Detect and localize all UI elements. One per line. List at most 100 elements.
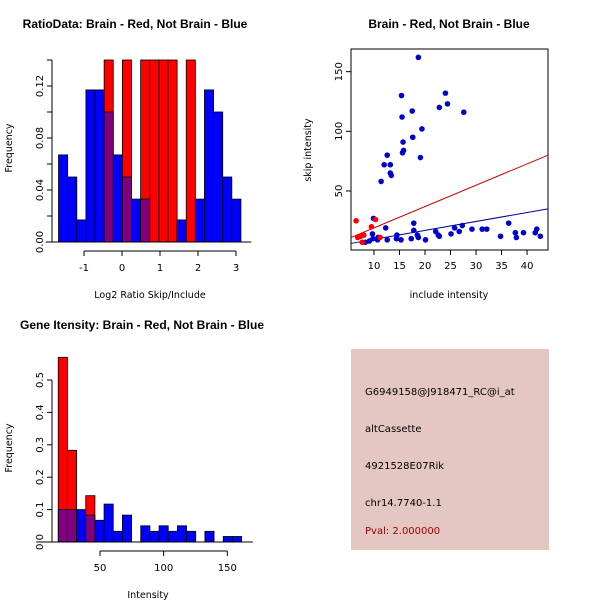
point-not-brain <box>442 90 449 96</box>
point-not-brain <box>398 92 405 99</box>
bar-not-brain <box>58 154 69 243</box>
bar-not-brain <box>76 509 87 543</box>
point-not-brain <box>537 233 544 240</box>
bar-not-brain <box>131 198 142 243</box>
bar-not-brain <box>158 525 169 543</box>
point-not-brain <box>436 233 443 240</box>
chart-title: Brain - Red, Not Brain - Blue <box>368 17 530 31</box>
bar-overlap <box>67 509 77 543</box>
x-tick-label: 25 <box>444 261 457 272</box>
event-type: altCassette <box>365 424 422 435</box>
point-not-brain <box>520 229 527 236</box>
point-not-brain <box>382 225 389 231</box>
bar-not-brain <box>112 530 123 543</box>
point-not-brain <box>410 227 417 234</box>
pval-text: Pval: 2.000000 <box>365 526 441 537</box>
point-not-brain <box>479 226 485 232</box>
point-not-brain <box>378 178 384 185</box>
point-not-brain <box>381 161 387 168</box>
y-tick-label: 150 <box>334 62 345 81</box>
chromosome-location: chr14.7740-1.1 <box>365 498 442 509</box>
plot-frame <box>350 48 549 251</box>
bar-not-brain <box>176 525 187 543</box>
point-not-brain <box>400 139 406 145</box>
point-not-brain <box>444 101 451 107</box>
x-tick-label: 1 <box>157 263 163 274</box>
point-not-brain <box>460 109 467 116</box>
bar-not-brain <box>67 176 78 243</box>
bar-overlap <box>103 111 114 243</box>
regression-line <box>350 154 549 238</box>
point-brain <box>360 232 367 238</box>
bar-not-brain <box>122 514 132 543</box>
point-brain <box>368 223 375 230</box>
bar-not-brain <box>167 530 178 543</box>
point-brain <box>353 217 359 224</box>
point-not-brain <box>369 231 376 237</box>
point-brain <box>377 234 383 241</box>
y-tick-label: 0.04 <box>35 179 46 201</box>
x-tick-label: 0 <box>119 263 125 274</box>
bar-not-brain <box>94 519 105 543</box>
bar-not-brain <box>186 530 197 543</box>
bar-brain <box>149 59 160 243</box>
bar-overlap <box>85 514 96 543</box>
bar-not-brain <box>140 525 151 543</box>
point-not-brain <box>483 226 490 232</box>
point-not-brain <box>459 222 466 229</box>
bar-not-brain <box>222 176 233 243</box>
y-tick-label: 0.2 <box>35 469 46 485</box>
bar-brain <box>158 59 169 243</box>
point-not-brain <box>456 228 462 235</box>
y-tick-label: 50 <box>334 185 345 198</box>
bar-not-brain <box>103 503 114 543</box>
point-not-brain <box>399 149 406 156</box>
point-not-brain <box>512 229 519 236</box>
y-tick-label: 0.3 <box>35 437 46 453</box>
point-not-brain <box>417 154 424 161</box>
bar-not-brain <box>149 530 160 543</box>
point-not-brain <box>419 126 425 132</box>
point-not-brain <box>451 225 458 231</box>
bar-not-brain <box>194 198 205 243</box>
point-not-brain <box>414 232 421 238</box>
gene-intensity-histogram: Gene Itensity: Brain - Red, Not Brain - … <box>4 318 264 600</box>
point-not-brain <box>384 152 391 158</box>
point-not-brain <box>448 231 454 237</box>
y-tick-label: 100 <box>334 122 345 141</box>
x-tick-label: 150 <box>218 563 237 574</box>
chart-title: Gene Itensity: Brain - Red, Not Brain - … <box>20 318 264 332</box>
point-not-brain <box>532 229 539 236</box>
point-not-brain <box>469 226 475 232</box>
x-tick-label: 10 <box>368 261 381 272</box>
point-not-brain <box>415 54 422 61</box>
x-tick-label: 20 <box>419 261 432 272</box>
point-not-brain <box>387 161 394 168</box>
point-not-brain <box>398 237 404 243</box>
bar-not-brain <box>94 89 105 243</box>
point-not-brain <box>410 220 417 226</box>
chart-title: RatioData: Brain - Red, Not Brain - Blue <box>23 17 248 31</box>
y-tick-label: 0.1 <box>35 502 46 518</box>
y-axis-label: Frequency <box>4 423 15 472</box>
x-tick-label: 100 <box>154 563 173 574</box>
point-not-brain <box>408 235 415 242</box>
point-not-brain <box>505 220 512 226</box>
bar-not-brain <box>76 219 87 243</box>
x-axis-label: include intensity <box>410 290 489 301</box>
bar-not-brain <box>231 536 242 543</box>
x-tick-label: 40 <box>521 261 534 272</box>
x-tick-label: 2 <box>195 263 201 274</box>
x-tick-label: 3 <box>233 263 239 274</box>
point-not-brain <box>513 234 520 241</box>
bar-not-brain <box>204 89 214 243</box>
ratio-histogram: RatioData: Brain - Red, Not Brain - Blue… <box>4 17 252 301</box>
point-brain <box>359 239 366 246</box>
x-axis-label: Intensity <box>127 590 169 600</box>
point-not-brain <box>409 134 416 141</box>
point-not-brain <box>409 108 416 114</box>
bar-overlap <box>57 509 68 543</box>
point-brain <box>372 216 379 223</box>
intensity-scatter: Brain - Red, Not Brain - Blue include in… <box>303 17 549 301</box>
y-axis-label: Frequency <box>4 123 15 172</box>
